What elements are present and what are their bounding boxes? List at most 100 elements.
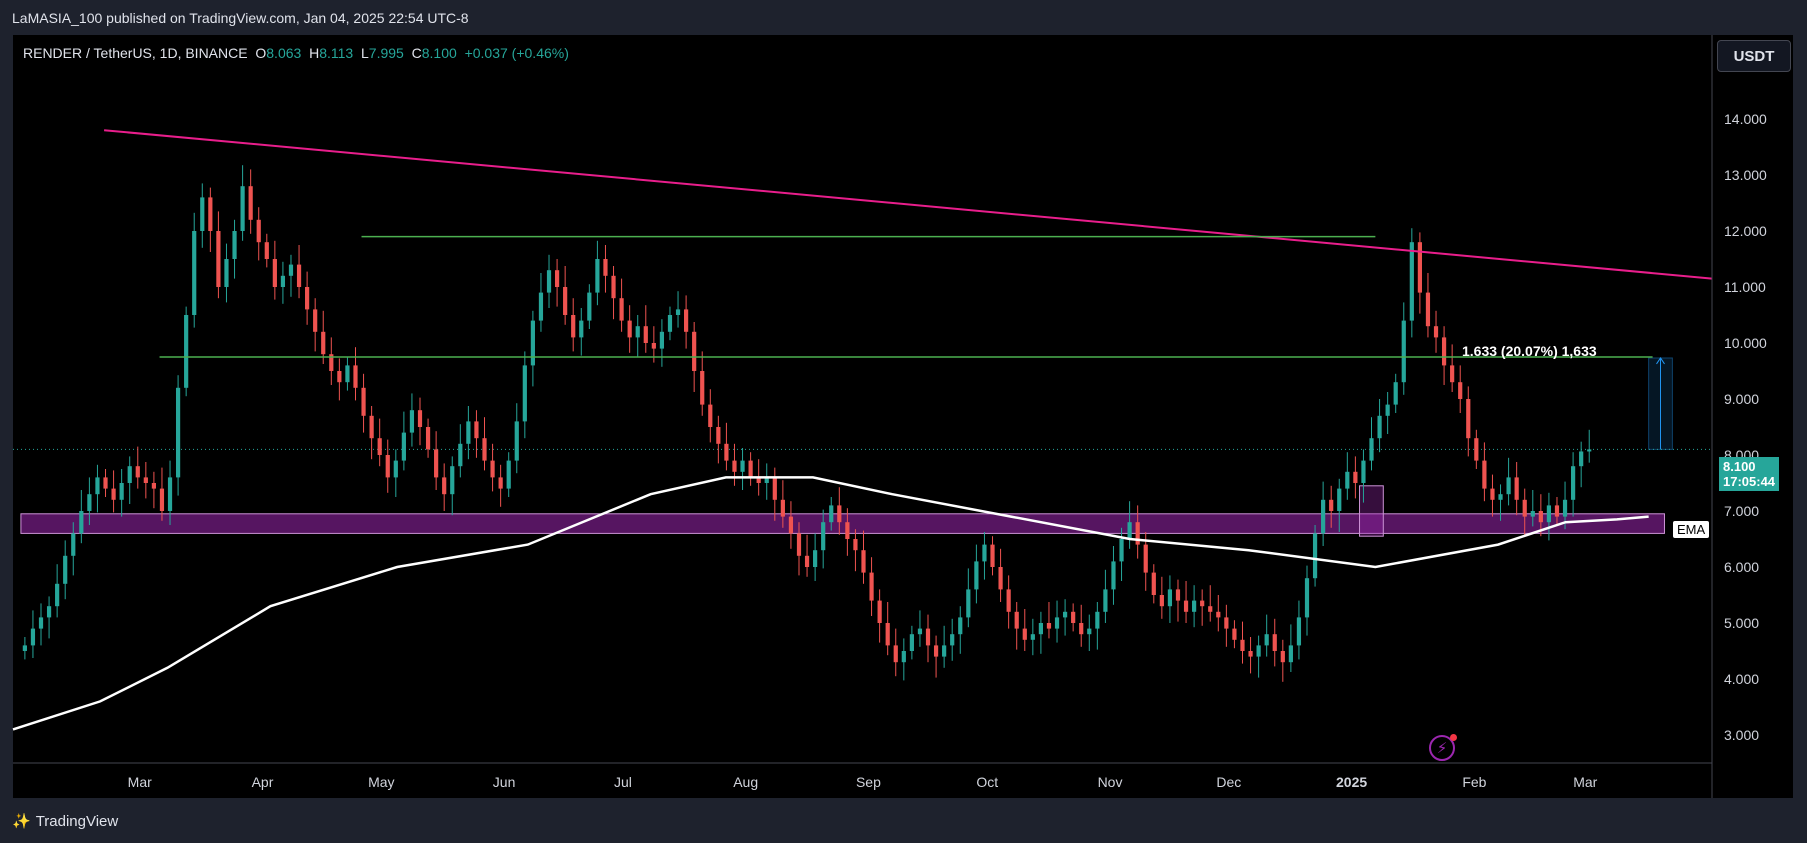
last-price-value: 8.100 [1723, 459, 1756, 474]
candle [1433, 310, 1439, 353]
candle-body [958, 617, 963, 635]
chart-panel[interactable] [13, 35, 1793, 798]
candle-body [1433, 326, 1439, 338]
candle [103, 469, 108, 497]
candle [296, 245, 302, 299]
candle-body [1514, 477, 1519, 500]
candle [111, 470, 116, 513]
candle [321, 310, 326, 364]
candle-body [1296, 617, 1302, 646]
candle-body [1401, 320, 1406, 383]
candle [22, 637, 27, 660]
publish-info: LaMASIA_100 published on TradingView.com… [12, 10, 469, 26]
candle-body [635, 326, 640, 338]
candle-body [901, 651, 906, 663]
candle [1514, 462, 1519, 516]
price-axis-bg [1712, 35, 1793, 763]
candle-body [87, 494, 92, 511]
candle-body [1450, 365, 1455, 383]
candle [788, 501, 794, 549]
brand-name: TradingView [35, 812, 119, 830]
candle [1087, 614, 1092, 651]
candle-body [1377, 415, 1382, 439]
candle-body [208, 197, 213, 231]
candle [595, 240, 600, 306]
candle [522, 351, 527, 439]
last-price-label: 8.100 17:05:44 [1719, 457, 1780, 491]
candle-body [119, 483, 124, 500]
candle [272, 240, 277, 300]
candle-body [167, 477, 173, 511]
candle [659, 319, 665, 367]
candle [329, 337, 334, 385]
candle-body [1312, 533, 1318, 579]
ema-label[interactable]: EMA [1673, 521, 1710, 538]
candle [1183, 581, 1189, 623]
candle-body [861, 550, 866, 573]
candle [1441, 326, 1447, 385]
candle [877, 589, 882, 643]
footer-brand[interactable]: ✨ TradingView [12, 812, 119, 831]
candle [563, 266, 568, 325]
candle [1248, 637, 1253, 674]
candle-body [1579, 451, 1584, 467]
candle-body [1014, 611, 1019, 629]
candle-body [966, 589, 971, 618]
candle [337, 358, 342, 401]
candle [1022, 609, 1027, 651]
candle-body [1571, 466, 1576, 500]
candle-body [619, 298, 624, 321]
bar-countdown: 17:05:44 [1723, 474, 1776, 489]
candle-body [1175, 589, 1181, 601]
candle-body [321, 331, 326, 355]
x-tick-label: Jun [493, 774, 516, 790]
candle [780, 480, 785, 528]
candle [345, 357, 350, 391]
candle [135, 446, 140, 489]
candle-body [1474, 438, 1479, 461]
candle-body [79, 511, 84, 534]
candle-body [917, 628, 923, 635]
candle [1014, 602, 1019, 650]
candle [885, 602, 890, 656]
candle [1546, 492, 1552, 541]
candle-body [1538, 511, 1543, 523]
candle [1054, 600, 1060, 643]
candle-body [1353, 471, 1358, 483]
candle-body [425, 427, 431, 450]
lightning-icon[interactable]: ⚡ [1429, 735, 1455, 761]
candle-body [1385, 404, 1390, 416]
candle-body [1554, 505, 1560, 517]
candle-body [345, 365, 350, 383]
candle-body [909, 634, 914, 651]
x-tick-label: Sep [856, 774, 881, 790]
candle-body [1546, 505, 1552, 523]
candle-body [280, 275, 286, 287]
candle [700, 351, 705, 416]
candle [1272, 618, 1277, 667]
candle [740, 448, 745, 490]
candle-body [740, 460, 745, 472]
candle-body [288, 264, 294, 276]
candle-body [1441, 337, 1447, 366]
y-tick-label: 13.000 [1724, 167, 1767, 183]
candle-body [151, 483, 156, 489]
currency-button[interactable]: USDT [1717, 40, 1791, 72]
symbol-name[interactable]: RENDER / TetherUS, 1D, BINANCE [23, 45, 248, 61]
candle [829, 497, 834, 531]
candle-body [942, 645, 947, 657]
candle [1038, 611, 1044, 654]
candle [1329, 485, 1334, 528]
candle-body [1200, 600, 1205, 607]
candle [764, 463, 769, 500]
close-label: C [411, 45, 422, 61]
candle [554, 259, 560, 307]
candle-body [55, 583, 60, 607]
candle [1458, 365, 1463, 413]
candle-body [595, 259, 600, 293]
y-tick-label: 5.000 [1724, 615, 1759, 631]
candle [1506, 457, 1511, 506]
candle-body [1071, 611, 1076, 623]
y-tick-label: 6.000 [1724, 559, 1759, 575]
